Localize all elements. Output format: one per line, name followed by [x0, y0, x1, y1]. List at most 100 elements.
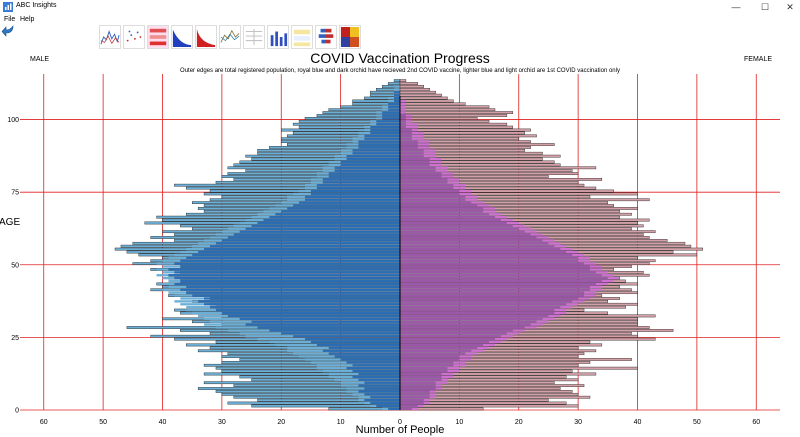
thumbnail-red-curve[interactable]	[195, 25, 217, 49]
female-total-bar	[399, 90, 436, 94]
female-2nd-vaccine-bar	[400, 181, 448, 184]
female-2nd-vaccine-bar	[400, 230, 525, 233]
maximize-button[interactable]: ☐	[760, 2, 770, 12]
female-2nd-vaccine-bar	[400, 236, 537, 239]
male-2nd-vaccine-bar	[322, 181, 400, 184]
window-title: ABC Insights	[16, 2, 57, 9]
male-2nd-vaccine-bar	[239, 317, 400, 320]
thumbnail-pyramid[interactable]	[315, 25, 337, 49]
male-2nd-vaccine-bar	[168, 268, 400, 271]
male-2nd-vaccine-bar	[370, 125, 400, 129]
female-2nd-vaccine-bar	[400, 189, 460, 193]
female-2nd-vaccine-bar	[400, 262, 585, 265]
male-2nd-vaccine-bar	[340, 163, 400, 167]
male-2nd-vaccine-bar	[180, 265, 400, 268]
female-total-bar	[399, 82, 419, 85]
x-tick-label: 20	[277, 419, 285, 426]
female-2nd-vaccine-bar	[400, 242, 549, 245]
female-2nd-vaccine-bar	[400, 247, 561, 251]
male-2nd-vaccine-bar	[328, 346, 400, 350]
x-tick-label: 40	[634, 419, 642, 426]
thumbnail-table-view[interactable]	[243, 25, 265, 49]
close-button[interactable]: ✕	[786, 2, 794, 12]
male-2nd-vaccine-bar	[364, 393, 400, 396]
male-2nd-vaccine-bar	[287, 207, 400, 210]
female-total-bar	[399, 85, 424, 88]
male-2nd-vaccine-bar	[192, 253, 400, 257]
back-arrow-icon[interactable]	[1, 24, 15, 38]
female-2nd-vaccine-bar	[400, 367, 448, 370]
male-2nd-vaccine-bar	[376, 120, 400, 123]
female-2nd-vaccine-bar	[400, 349, 472, 352]
female-2nd-vaccine-bar	[400, 358, 460, 361]
female-2nd-vaccine-bar	[400, 361, 454, 364]
male-total-bar	[387, 82, 401, 85]
thumbnail-heat-strip[interactable]	[147, 25, 169, 49]
male-2nd-vaccine-bar	[388, 105, 400, 108]
male-2nd-vaccine-bar	[352, 375, 400, 379]
male-2nd-vaccine-bar	[180, 259, 400, 262]
male-1st-vaccine-bar	[394, 85, 400, 88]
male-2nd-vaccine-bar	[299, 201, 400, 204]
x-tick-label: 10	[455, 419, 463, 426]
x-tick-label: 0	[398, 419, 402, 426]
male-2nd-vaccine-bar	[198, 300, 400, 303]
female-2nd-vaccine-bar	[400, 155, 424, 158]
male-2nd-vaccine-bar	[382, 117, 400, 120]
thumbnail-multi-line[interactable]	[219, 25, 241, 49]
female-2nd-vaccine-bar	[400, 282, 596, 286]
male-2nd-vaccine-bar	[221, 311, 400, 315]
male-2nd-vaccine-bar	[328, 175, 400, 178]
female-1st-vaccine-bar	[400, 125, 418, 129]
menu-file[interactable]: File	[4, 16, 16, 23]
female-2nd-vaccine-bar	[400, 404, 418, 408]
female-1st-vaccine-bar	[400, 111, 406, 114]
male-2nd-vaccine-bar	[382, 111, 400, 114]
female-2nd-vaccine-bar	[400, 239, 543, 242]
chart-title: COVID Vaccination Progress	[310, 50, 489, 66]
male-2nd-vaccine-bar	[334, 169, 400, 172]
thumbnail-grid-heatmap[interactable]	[339, 25, 361, 49]
female-1st-vaccine-bar	[400, 123, 418, 126]
male-2nd-vaccine-bar	[305, 198, 400, 201]
x-tick-label: 60	[752, 419, 760, 426]
female-2nd-vaccine-bar	[400, 213, 490, 216]
female-total-bar	[399, 114, 508, 117]
male-2nd-vaccine-bar	[358, 146, 400, 149]
male-2nd-vaccine-bar	[293, 335, 400, 338]
male-2nd-vaccine-bar	[358, 390, 400, 393]
female-2nd-vaccine-bar	[400, 178, 448, 181]
male-2nd-vaccine-bar	[352, 369, 400, 373]
female-2nd-vaccine-bar	[400, 340, 490, 344]
male-2nd-vaccine-bar	[293, 204, 400, 207]
menu-help[interactable]: Help	[20, 16, 35, 23]
thumbnail-blue-area[interactable]	[171, 25, 193, 49]
male-2nd-vaccine-bar	[210, 245, 400, 248]
male-2nd-vaccine-bar	[233, 233, 400, 236]
thumbnail-blue-bars[interactable]	[267, 25, 289, 49]
female-2nd-vaccine-bar	[400, 364, 454, 367]
male-2nd-vaccine-bar	[281, 210, 400, 213]
male-2nd-vaccine-bar	[364, 137, 400, 140]
male-2nd-vaccine-bar	[316, 186, 400, 190]
female-2nd-vaccine-bar	[400, 401, 424, 405]
female-2nd-vaccine-bar	[400, 320, 537, 323]
female-2nd-vaccine-bar	[400, 375, 442, 379]
female-2nd-vaccine-bar	[400, 311, 555, 315]
y-axis-label: AGE	[0, 217, 20, 228]
minimize-button[interactable]: —	[731, 2, 741, 12]
male-2nd-vaccine-bar	[352, 152, 400, 155]
y-tick-label: 0	[15, 408, 19, 415]
male-2nd-vaccine-bar	[346, 367, 400, 370]
menu-bar: File Help	[0, 15, 800, 25]
thumbnail-trend-chart[interactable]	[99, 25, 121, 49]
male-2nd-vaccine-bar	[215, 308, 400, 312]
female-total-bar	[399, 99, 454, 103]
thumbnail-scatter-chart[interactable]	[123, 25, 145, 49]
male-2nd-vaccine-bar	[257, 221, 400, 225]
male-2nd-vaccine-bar	[245, 227, 400, 230]
female-total-bar	[399, 79, 407, 83]
thumbnail-yellow-table[interactable]	[291, 25, 313, 49]
female-2nd-vaccine-bar	[400, 152, 424, 155]
